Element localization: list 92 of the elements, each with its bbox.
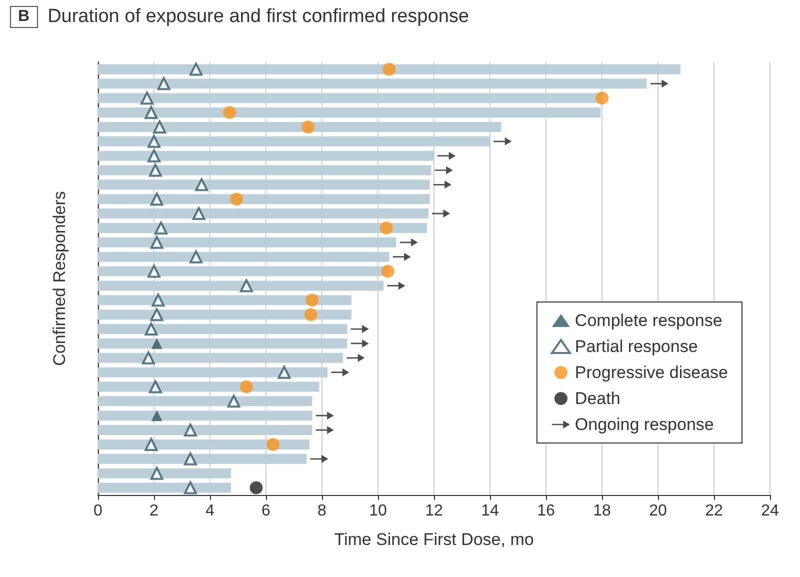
bar <box>98 64 680 74</box>
point <box>230 192 244 206</box>
bar <box>98 468 231 478</box>
point <box>140 92 154 105</box>
bar <box>98 410 312 421</box>
point <box>151 410 162 422</box>
x-tick-label: 4 <box>206 502 215 520</box>
point <box>148 149 160 162</box>
point <box>184 424 197 437</box>
point <box>144 322 158 336</box>
bar <box>98 150 434 161</box>
point <box>195 178 208 192</box>
bar <box>98 237 396 248</box>
point <box>152 294 165 307</box>
point <box>144 438 158 451</box>
point <box>596 92 608 105</box>
bar <box>98 482 231 493</box>
point <box>306 294 319 307</box>
bar <box>98 208 428 219</box>
point <box>240 380 253 394</box>
bar <box>98 252 390 262</box>
bar <box>98 324 348 334</box>
point <box>190 62 202 76</box>
point <box>278 366 291 379</box>
point <box>148 264 160 278</box>
legend-label: Complete response <box>574 311 722 330</box>
point <box>240 279 253 292</box>
point <box>382 62 396 76</box>
bar <box>98 222 427 233</box>
point <box>153 120 166 134</box>
x-tick-label: 12 <box>425 502 443 520</box>
x-tick-label: 22 <box>705 502 723 520</box>
x-axis-title: Time Since First Dose, mo <box>334 530 534 549</box>
point <box>144 106 158 120</box>
bar <box>98 454 307 464</box>
x-tick-label: 14 <box>481 502 499 520</box>
point <box>148 134 160 148</box>
bar <box>98 338 348 348</box>
point <box>151 338 162 349</box>
point <box>154 221 168 234</box>
bar <box>98 136 490 146</box>
point <box>190 250 202 264</box>
bar <box>98 367 328 378</box>
point <box>250 481 263 494</box>
point <box>304 308 318 322</box>
x-tick-label: 16 <box>537 502 555 520</box>
text: B <box>10 6 38 28</box>
point <box>148 380 162 394</box>
point <box>227 394 240 408</box>
bar <box>98 108 601 118</box>
bar <box>98 194 430 204</box>
y-axis-title: Confirmed Responders <box>50 191 69 366</box>
chart-title: Duration of exposure and first confirmed response <box>48 6 469 28</box>
legend-label: Ongoing response <box>574 415 714 434</box>
legend-label: Death <box>574 389 620 408</box>
point <box>266 438 280 451</box>
x-tick-label: 2 <box>150 502 159 520</box>
x-tick-label: 10 <box>369 502 387 520</box>
bar <box>98 352 343 363</box>
x-tick-label: 8 <box>318 502 327 520</box>
point <box>142 351 155 364</box>
bar <box>98 78 647 89</box>
bar <box>98 122 502 132</box>
point <box>381 264 394 278</box>
point <box>302 120 314 134</box>
point <box>150 466 164 480</box>
point <box>150 308 164 322</box>
bar <box>98 295 352 306</box>
bar <box>98 382 320 392</box>
point <box>184 452 197 466</box>
legend-label: Partial response <box>574 337 698 356</box>
x-tick-label: 24 <box>761 502 779 520</box>
point <box>184 481 197 494</box>
x-tick-label: 20 <box>649 502 667 520</box>
point <box>223 106 236 120</box>
point <box>380 221 393 234</box>
point <box>192 207 206 220</box>
x-tick-label: 18 <box>593 502 611 520</box>
point <box>148 164 162 177</box>
point <box>150 192 164 206</box>
bar <box>98 310 352 320</box>
bar <box>98 425 312 436</box>
bar <box>98 180 430 190</box>
point <box>157 77 170 90</box>
bar <box>98 280 384 291</box>
x-tick-label: 0 <box>94 502 103 520</box>
bar <box>98 165 432 176</box>
legend-label: Progressive disease <box>574 363 728 382</box>
point <box>150 236 164 249</box>
bar <box>98 396 312 406</box>
x-tick-label: 6 <box>262 502 271 520</box>
bar <box>98 439 310 450</box>
